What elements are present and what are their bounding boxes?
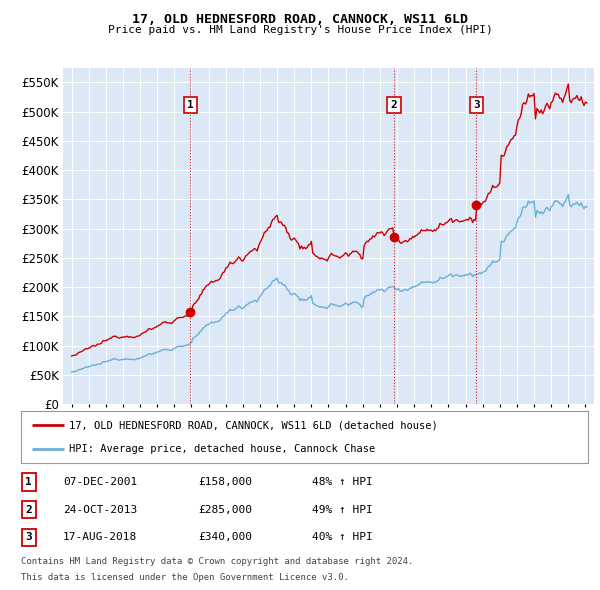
Text: 17, OLD HEDNESFORD ROAD, CANNOCK, WS11 6LD (detached house): 17, OLD HEDNESFORD ROAD, CANNOCK, WS11 6… (69, 420, 438, 430)
Text: 40% ↑ HPI: 40% ↑ HPI (312, 533, 373, 542)
Text: HPI: Average price, detached house, Cannock Chase: HPI: Average price, detached house, Cann… (69, 444, 376, 454)
Text: £340,000: £340,000 (198, 533, 252, 542)
Text: 3: 3 (473, 100, 479, 110)
Text: 1: 1 (25, 477, 32, 487)
Text: 2: 2 (25, 505, 32, 514)
Text: £285,000: £285,000 (198, 505, 252, 514)
Text: 1: 1 (187, 100, 194, 110)
Text: This data is licensed under the Open Government Licence v3.0.: This data is licensed under the Open Gov… (21, 573, 349, 582)
Text: 24-OCT-2013: 24-OCT-2013 (63, 505, 137, 514)
Text: 48% ↑ HPI: 48% ↑ HPI (312, 477, 373, 487)
Text: 07-DEC-2001: 07-DEC-2001 (63, 477, 137, 487)
Text: 3: 3 (25, 533, 32, 542)
Text: 17, OLD HEDNESFORD ROAD, CANNOCK, WS11 6LD: 17, OLD HEDNESFORD ROAD, CANNOCK, WS11 6… (132, 13, 468, 26)
Text: 17-AUG-2018: 17-AUG-2018 (63, 533, 137, 542)
Text: £158,000: £158,000 (198, 477, 252, 487)
Text: Contains HM Land Registry data © Crown copyright and database right 2024.: Contains HM Land Registry data © Crown c… (21, 558, 413, 566)
Text: 49% ↑ HPI: 49% ↑ HPI (312, 505, 373, 514)
Text: Price paid vs. HM Land Registry's House Price Index (HPI): Price paid vs. HM Land Registry's House … (107, 25, 493, 35)
Text: 2: 2 (391, 100, 397, 110)
